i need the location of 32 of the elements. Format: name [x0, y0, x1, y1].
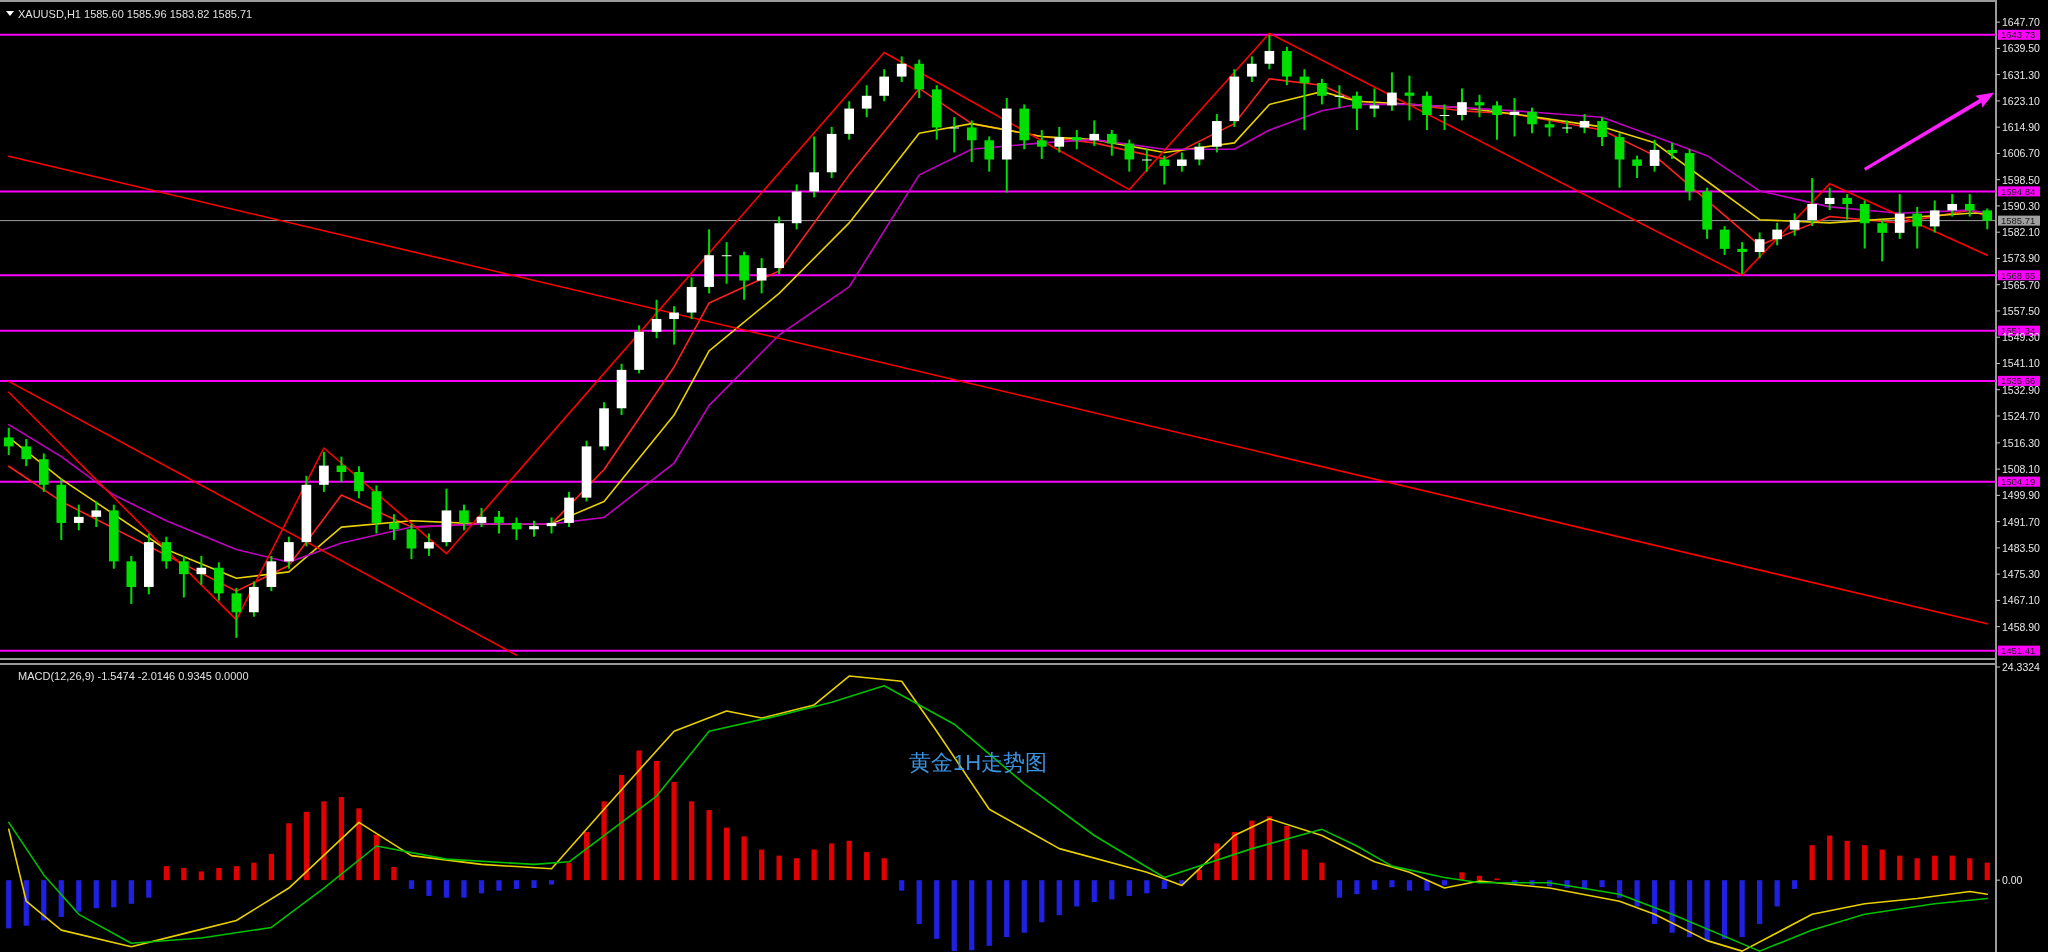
y-tick-label: 1631.30	[2002, 68, 2041, 81]
y-tick-label: 1508.10	[2002, 463, 2041, 476]
y-tick-label: 1590.30	[2002, 199, 2041, 212]
y-tick-label: 1623.10	[2002, 94, 2041, 107]
y-tick-label: 24.3324	[2002, 661, 2041, 673]
y-tick-label: 1598.50	[2002, 173, 2041, 186]
y-tick-label: 1467.10	[2002, 594, 2041, 607]
y-tick-label: 1647.70	[2002, 16, 2041, 29]
ref-line-label: 1585.71	[2001, 215, 2036, 227]
ref-line-label: 1594.84	[2001, 185, 2036, 197]
y-tick-label: 1516.30	[2002, 436, 2041, 449]
y-tick-label: 1614.90	[2002, 121, 2041, 134]
y-tick-label: 0.00	[2002, 874, 2023, 887]
y-tick-label: 1475.30	[2002, 568, 2041, 581]
y-tick-label: 1524.70	[2002, 409, 2041, 422]
y-tick-label: 1541.10	[2002, 357, 2041, 370]
y-tick-label: 1582.10	[2002, 226, 2041, 239]
y-tick-label: 1573.90	[2002, 252, 2041, 265]
y-tick-label: 1557.50	[2002, 304, 2041, 317]
y-tick-label: 1483.50	[2002, 541, 2041, 554]
ref-line-label: 1504.19	[2001, 476, 2036, 488]
y-tick-label: 1565.70	[2002, 278, 2041, 291]
y-tick-label: 1491.70	[2002, 515, 2041, 528]
ref-line-label: 1643.73	[2001, 29, 2036, 41]
ref-line-label: 1568.65	[2001, 269, 2036, 281]
chart-title: MACD(12,26,9) -1.5474 -2.0146 0.9345 0.0000	[18, 670, 249, 682]
ref-line-label: 1451.41	[2001, 645, 2036, 657]
text: XAUUSD,H1 1585.60 1585.96 1583.82 1585.71	[18, 8, 253, 20]
y-tick-label: 1499.90	[2002, 489, 2041, 502]
y-tick-label: 1639.50	[2002, 42, 2041, 55]
y-tick-label: 1606.70	[2002, 147, 2041, 160]
y-tick-label: 1458.90	[2002, 620, 2041, 633]
